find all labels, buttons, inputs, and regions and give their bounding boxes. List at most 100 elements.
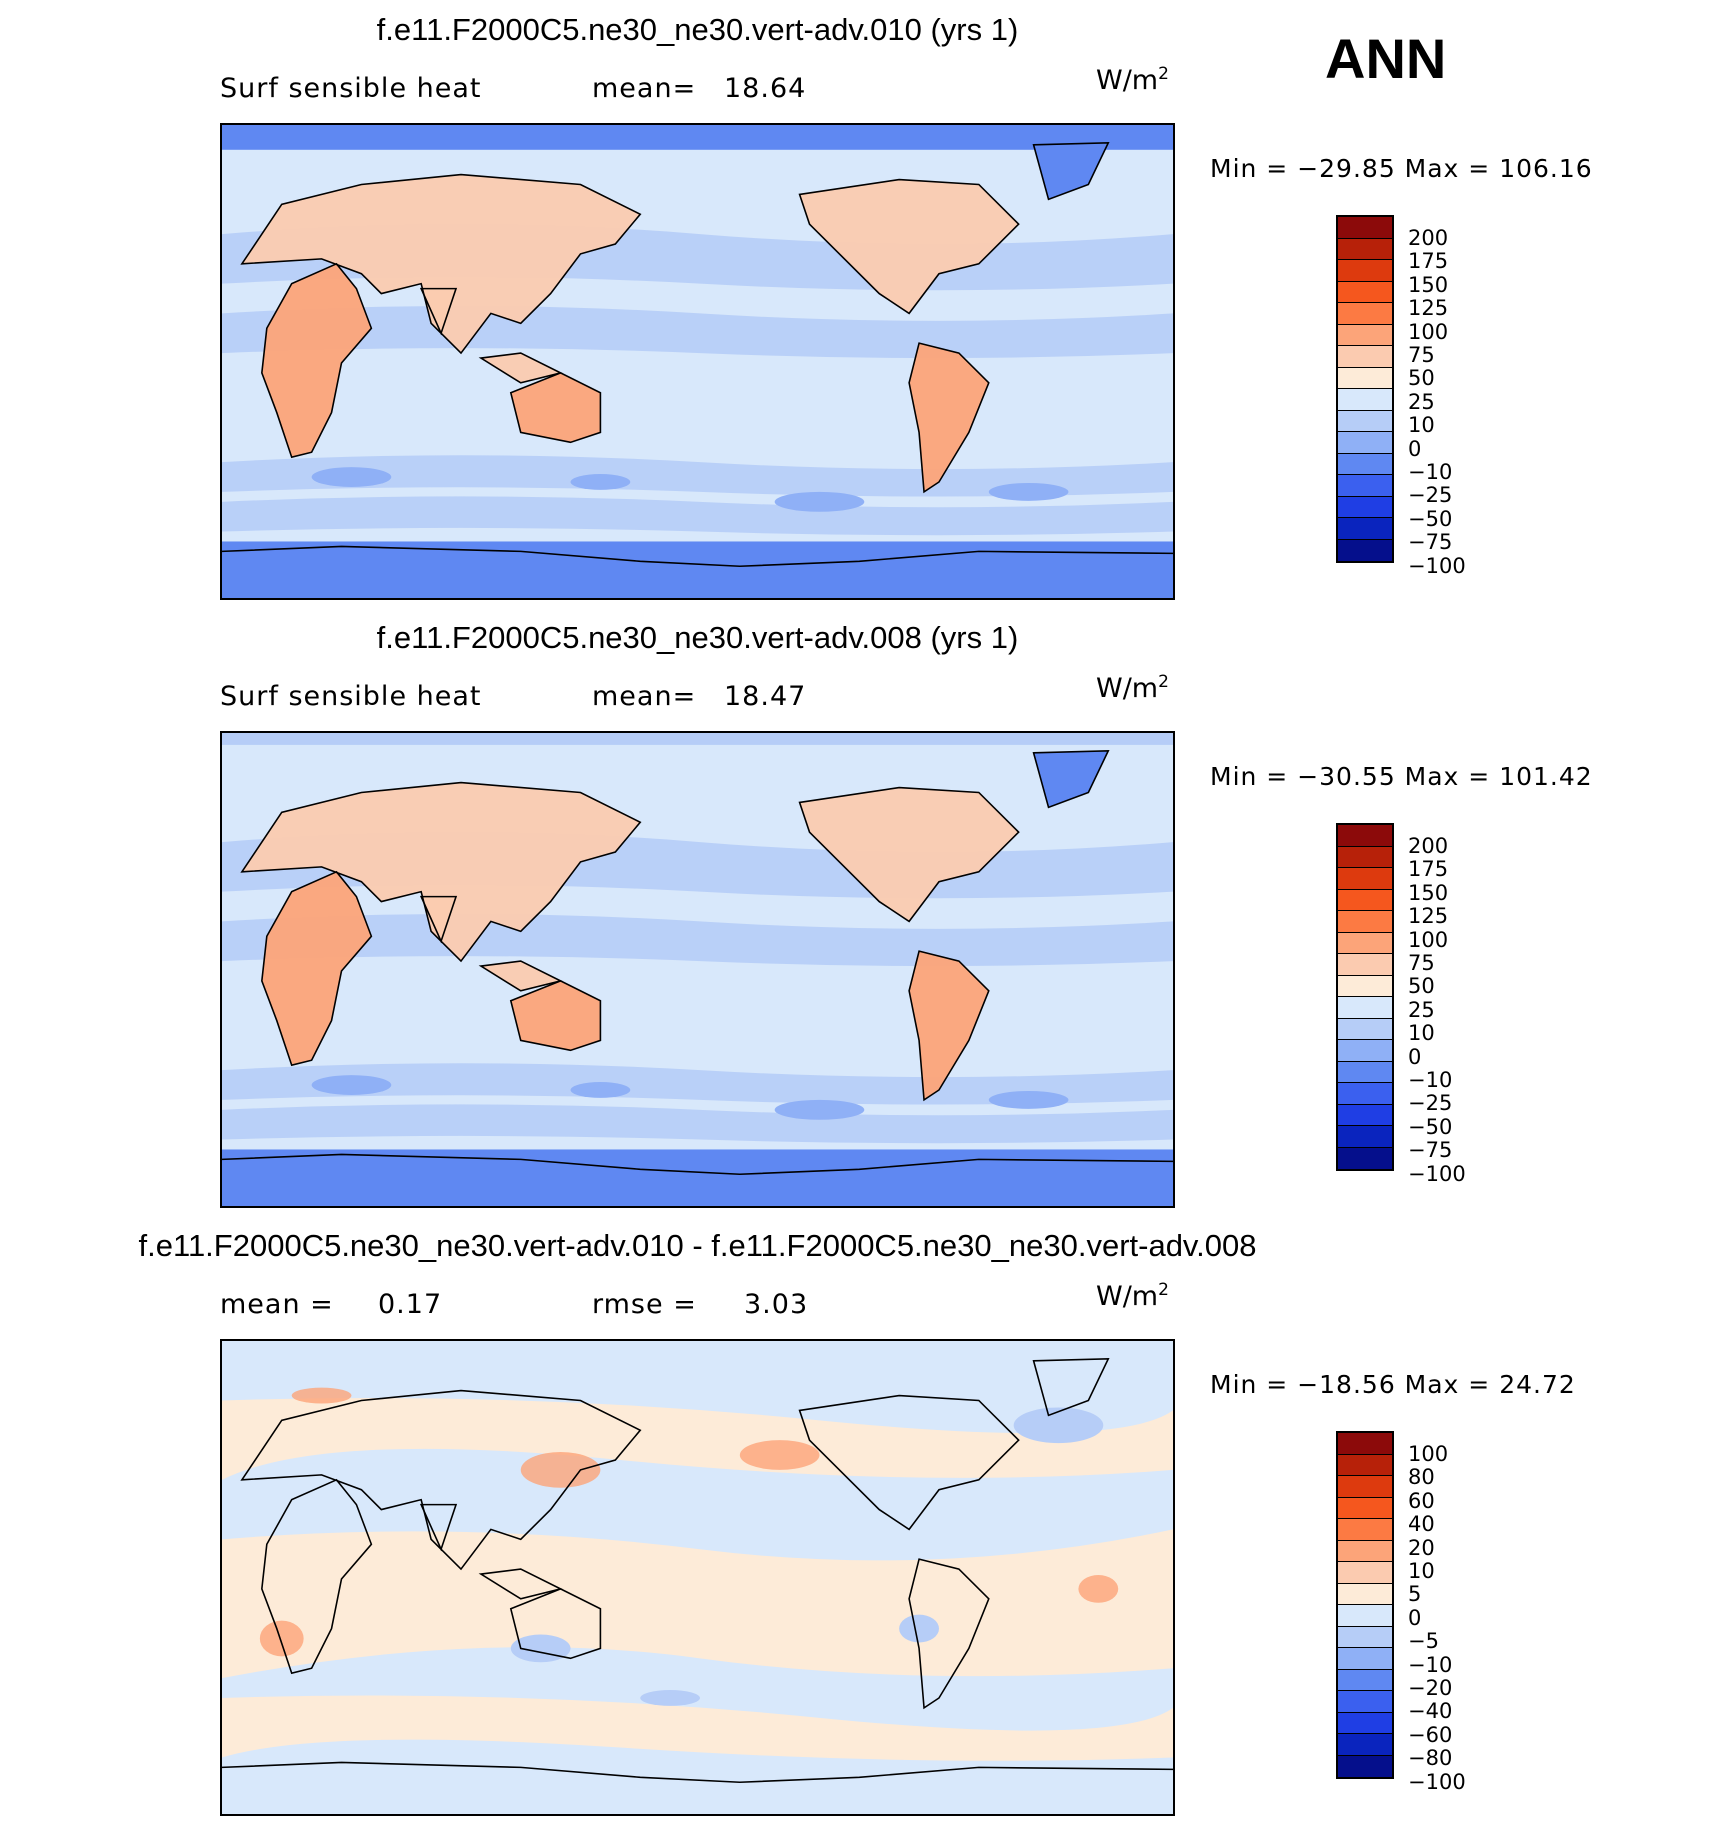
colorbar-cell — [1338, 1104, 1392, 1126]
colorbar-cell — [1338, 825, 1392, 847]
colorbar-cell — [1338, 1712, 1392, 1734]
colorbar-tick-label: 25 — [1408, 997, 1435, 1022]
colorbar-cell — [1338, 997, 1392, 1019]
colorbar-cell — [1338, 1040, 1392, 1062]
panel-3-rmse-label: rmse = — [592, 1289, 697, 1320]
colorbar-tick-label: 20 — [1408, 1535, 1435, 1560]
colorbar-cell — [1338, 238, 1392, 260]
colorbar-cell — [1338, 1476, 1392, 1498]
colorbar-tick-label: −10 — [1408, 1652, 1453, 1677]
panel-2-title: f.e11.F2000C5.ne30_ne30.vert-adv.008 (yr… — [376, 620, 1019, 655]
panel-2-mean-value: 18.47 — [724, 681, 807, 712]
colorbar-cell — [1338, 846, 1392, 868]
colorbar-tick-label: 0 — [1408, 1605, 1422, 1630]
panel-1-title: f.e11.F2000C5.ne30_ne30.vert-adv.010 (yr… — [376, 12, 1019, 47]
panel-1-variable-label: Surf sensible heat — [220, 73, 482, 104]
colorbar-cell — [1338, 889, 1392, 911]
season-label: ANN — [1325, 27, 1447, 90]
colorbar-cell — [1338, 1605, 1392, 1627]
colorbar-tick-label: 100 — [1408, 1442, 1449, 1466]
colorbar-cell — [1338, 1126, 1392, 1148]
colorbar-tick-label: 40 — [1408, 1512, 1435, 1537]
colorbar-cell — [1338, 217, 1392, 239]
panel-2-units: W/m2 — [1096, 672, 1169, 704]
colorbar-tick-label: 100 — [1408, 319, 1449, 344]
colorbar-cell — [1338, 303, 1392, 325]
panel-1-colorbar-labels: 200 175 150 125 100 75 50 25 10 0 −10 −25 −50 −75 −100 — [1408, 226, 1466, 578]
panel-1-units: W/m2 — [1096, 64, 1169, 96]
colorbar-cell — [1338, 410, 1392, 432]
colorbar-tick-label: 80 — [1408, 1465, 1435, 1490]
colorbar-tick-label: −80 — [1408, 1746, 1453, 1771]
colorbar-tick-label: 25 — [1408, 389, 1435, 414]
panel-2-map — [220, 731, 1175, 1208]
colorbar-tick-label: 200 — [1408, 834, 1449, 858]
colorbar-tick-label: 0 — [1408, 1044, 1422, 1069]
colorbar-cell — [1338, 453, 1392, 475]
panel-3-map — [220, 1339, 1175, 1816]
panel-1-mean-value: 18.64 — [724, 73, 807, 104]
colorbar-cell — [1338, 389, 1392, 411]
panel-2-colorbar — [1336, 823, 1394, 1171]
colorbar-tick-label: −10 — [1408, 460, 1453, 485]
panel-3-colorbar-labels: 100 80 60 40 20 10 5 0 −5 −10 −20 −40 −60 −80 −100 — [1408, 1442, 1466, 1794]
colorbar-tick-label: 50 — [1408, 366, 1435, 391]
colorbar-cell — [1338, 1562, 1392, 1584]
world-map-field — [222, 733, 1173, 1206]
panel-1-colorbar — [1336, 215, 1394, 563]
colorbar-cell — [1338, 281, 1392, 303]
colorbar-cell — [1338, 1648, 1392, 1670]
colorbar-cell — [1338, 1691, 1392, 1713]
colorbar-cell — [1338, 518, 1392, 540]
colorbar-tick-label: 175 — [1408, 857, 1449, 882]
colorbar-cell — [1338, 932, 1392, 954]
colorbar-cell — [1338, 975, 1392, 997]
colorbar-cell — [1338, 911, 1392, 933]
colorbar-cell — [1338, 1755, 1392, 1777]
panel-3-mean-value: 0.17 — [378, 1289, 443, 1320]
colorbar-tick-label: −5 — [1408, 1629, 1439, 1654]
colorbar-tick-label: −75 — [1408, 1138, 1453, 1163]
colorbar-tick-label: 75 — [1408, 343, 1435, 368]
panel-2-variable-label: Surf sensible heat — [220, 681, 482, 712]
colorbar-cell — [1338, 1083, 1392, 1105]
colorbar-cell — [1338, 1583, 1392, 1605]
colorbar-tick-label: −25 — [1408, 1091, 1453, 1116]
colorbar-cell — [1338, 346, 1392, 368]
colorbar-cell — [1338, 260, 1392, 282]
colorbar-cell — [1338, 1061, 1392, 1083]
colorbar-tick-label: −100 — [1408, 553, 1466, 578]
colorbar-tick-label: −100 — [1408, 1769, 1466, 1794]
colorbar-cell — [1338, 1454, 1392, 1476]
colorbar-tick-label: 150 — [1408, 880, 1449, 905]
colorbar-tick-label: −75 — [1408, 530, 1453, 555]
panel-2-minmax: Min = −30.55 Max = 101.42 — [1210, 762, 1593, 791]
colorbar-tick-label: 200 — [1408, 226, 1449, 250]
panel-1-minmax: Min = −29.85 Max = 106.16 — [1210, 154, 1593, 183]
world-map-field — [222, 125, 1173, 598]
panel-2-colorbar-labels: 200 175 150 125 100 75 50 25 10 0 −10 −25 −50 −75 −100 — [1408, 834, 1466, 1186]
colorbar-cell — [1338, 1669, 1392, 1691]
panel-3-colorbar — [1336, 1431, 1394, 1779]
colorbar-tick-label: 125 — [1408, 904, 1449, 929]
panel-1-mean-label: mean= — [592, 73, 697, 104]
colorbar-tick-label: 50 — [1408, 974, 1435, 999]
colorbar-tick-label: −25 — [1408, 483, 1453, 508]
colorbar-tick-label: 100 — [1408, 927, 1449, 952]
colorbar-cell — [1338, 1497, 1392, 1519]
colorbar-tick-label: −60 — [1408, 1722, 1453, 1747]
colorbar-cell — [1338, 367, 1392, 389]
world-map-field — [222, 1341, 1173, 1814]
panel-3-mean-label: mean = — [220, 1289, 334, 1320]
colorbar-cell — [1338, 954, 1392, 976]
panel-2-mean-label: mean= — [592, 681, 697, 712]
colorbar-cell — [1338, 539, 1392, 561]
colorbar-cell — [1338, 1147, 1392, 1169]
colorbar-cell — [1338, 475, 1392, 497]
colorbar-tick-label: 175 — [1408, 249, 1449, 274]
colorbar-tick-label: −100 — [1408, 1161, 1466, 1186]
colorbar-cell — [1338, 868, 1392, 890]
colorbar-tick-label: −20 — [1408, 1676, 1453, 1701]
colorbar-tick-label: −50 — [1408, 1114, 1453, 1139]
colorbar-cell — [1338, 324, 1392, 346]
